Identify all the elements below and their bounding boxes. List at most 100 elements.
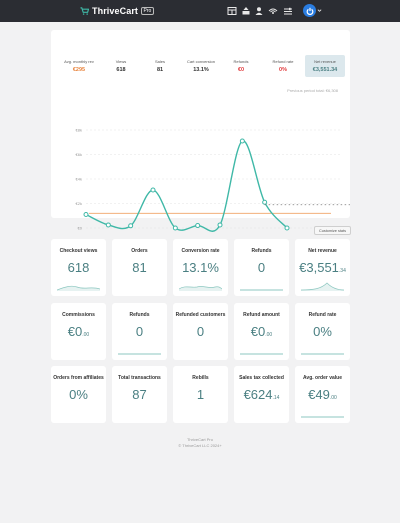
summary-stats-row: Avg. monthly rev €295 Views 618 Sales 81 Cart …: [51, 55, 350, 77]
stat-tile[interactable]: Conversion rate 13.1%: [173, 239, 228, 296]
stat-tile-cents: .00: [329, 395, 337, 401]
grid-icon[interactable]: [227, 6, 237, 16]
y-tick-label: €4k: [76, 177, 82, 182]
brand-logo[interactable]: ThriveCart Pro: [80, 5, 154, 17]
top-navigation-bar: ThriveCart Pro: [0, 0, 400, 22]
stat-tile-value: €0.00: [51, 324, 106, 339]
summary-label: Refund rate: [272, 59, 294, 64]
stat-tile-title: Orders from affiliates: [53, 375, 104, 381]
summary-value: 0%: [279, 67, 287, 73]
stat-tile[interactable]: Total transactions 87: [112, 366, 167, 423]
stat-tile-value: 81: [112, 260, 167, 275]
summary-value: 618: [116, 67, 126, 73]
summary-label: Net revenue: [314, 59, 336, 64]
data-point[interactable]: [284, 225, 290, 231]
y-tick-label: €0: [78, 226, 83, 231]
stat-tile-title: Total transactions: [118, 375, 161, 381]
stat-tile[interactable]: Refunds 0: [112, 303, 167, 360]
summary-value: €3,551.34: [312, 67, 338, 73]
stat-tile-main-value: 87: [132, 387, 147, 402]
stat-tile[interactable]: Net revenue €3,551.34: [295, 239, 350, 296]
summary-item[interactable]: Refunds €0: [221, 55, 261, 77]
summary-label: Sales: [154, 59, 165, 64]
summary-item[interactable]: Net revenue €3,551.34: [305, 55, 345, 77]
stat-tile-main-value: €624: [243, 387, 273, 402]
previous-period-note: Previous period total: €6,308: [287, 88, 338, 93]
sparkline: [301, 282, 344, 291]
stat-tile[interactable]: Refunds 0: [234, 239, 289, 296]
net-revenue-series-line: [85, 140, 288, 232]
y-tick-label: €2k: [76, 201, 82, 206]
stat-tile[interactable]: Rebills 1: [173, 366, 228, 423]
stat-tile-cents: .14: [272, 395, 280, 401]
data-point[interactable]: [105, 222, 111, 228]
sparkline: [240, 353, 283, 355]
summary-label: Refunds: [233, 59, 249, 64]
sparkline: [179, 286, 222, 291]
upload-icon[interactable]: [241, 6, 251, 16]
data-point[interactable]: [195, 223, 201, 229]
power-icon: [306, 7, 313, 15]
stat-tile[interactable]: Sales tax collected €624.14: [234, 366, 289, 423]
stat-tile-value: 0: [234, 260, 289, 275]
stat-tile-title: Conversion rate: [181, 248, 220, 254]
stat-tile[interactable]: Commissions €0.00: [51, 303, 106, 360]
stat-tile-main-value: 618: [67, 260, 90, 275]
stat-tile[interactable]: Orders from affiliates 0%: [51, 366, 106, 423]
data-point[interactable]: [83, 212, 89, 218]
summary-item[interactable]: Refund rate 0%: [263, 55, 303, 77]
footer-product: ThriveCart Pro: [186, 437, 213, 442]
summary-value: €0: [237, 67, 245, 73]
stat-tile-main-value: €3,551: [299, 260, 339, 275]
y-tick-label: €6k: [76, 152, 82, 157]
stat-tile-title: Checkout views: [59, 248, 98, 254]
data-point[interactable]: [128, 223, 134, 229]
stat-tile-value: €49.00: [295, 387, 350, 402]
power-button[interactable]: [303, 4, 316, 17]
stat-tile-value: 87: [112, 387, 167, 402]
stat-tile-value: 0: [112, 324, 167, 339]
stat-tile-value: €0.00: [234, 324, 289, 339]
stat-tile-title: Refunds: [129, 312, 150, 318]
stat-tile-value: €3,551.34: [295, 260, 350, 275]
stat-tile-title: Avg. order value: [303, 375, 342, 381]
stat-tile-main-value: 13.1%: [182, 260, 219, 275]
data-point[interactable]: [239, 138, 245, 144]
stat-tile[interactable]: Refunded customers 0: [173, 303, 228, 360]
summary-value: €295: [72, 67, 86, 73]
summary-item[interactable]: Sales 81: [143, 55, 177, 77]
broadcast-icon[interactable]: [268, 6, 278, 16]
stat-tile-title: Commissions: [62, 312, 95, 318]
y-tick-label: €8k: [76, 128, 82, 133]
revenue-line-chart: €8k €6k €4k €2k €0: [76, 128, 350, 232]
stat-tile[interactable]: Refund amount €0.00: [234, 303, 289, 360]
stat-tile[interactable]: Avg. order value €49.00: [295, 366, 350, 423]
stat-tile[interactable]: Checkout views 618: [51, 239, 106, 296]
sparkline: [301, 353, 344, 355]
stat-tile-value: 13.1%: [173, 260, 228, 275]
stat-tile-title: Sales tax collected: [239, 375, 284, 381]
stat-tile-main-value: 0: [196, 324, 205, 339]
data-point[interactable]: [262, 199, 268, 205]
footer: ThriveCart Pro © ThriveCart LLC 2024+: [0, 437, 400, 449]
stat-tile[interactable]: Refund rate 0%: [295, 303, 350, 360]
stat-tile-title: Refunds: [251, 248, 272, 254]
stat-tile-main-value: 0%: [313, 324, 332, 339]
data-point[interactable]: [172, 225, 178, 231]
footer-copyright: © ThriveCart LLC 2024+: [178, 443, 222, 448]
stat-tile-cents: .00: [82, 332, 90, 338]
sliders-icon[interactable]: [283, 6, 293, 16]
summary-label: Avg. monthly rev: [64, 59, 94, 64]
summary-item[interactable]: Avg. monthly rev €295: [57, 55, 101, 77]
data-point[interactable]: [217, 222, 223, 228]
summary-item[interactable]: Views 618: [103, 55, 139, 77]
sparkline: [57, 285, 100, 291]
stat-tile-value: 0: [173, 324, 228, 339]
customize-stats-button[interactable]: Customize stats: [314, 226, 351, 235]
data-point[interactable]: [150, 187, 156, 193]
caret-down-icon[interactable]: [317, 8, 322, 13]
stat-tile[interactable]: Orders 81: [112, 239, 167, 296]
stat-tile-main-value: 0: [257, 260, 266, 275]
summary-item[interactable]: Cart conversion 13.1%: [181, 55, 221, 77]
user-icon[interactable]: [254, 6, 264, 16]
